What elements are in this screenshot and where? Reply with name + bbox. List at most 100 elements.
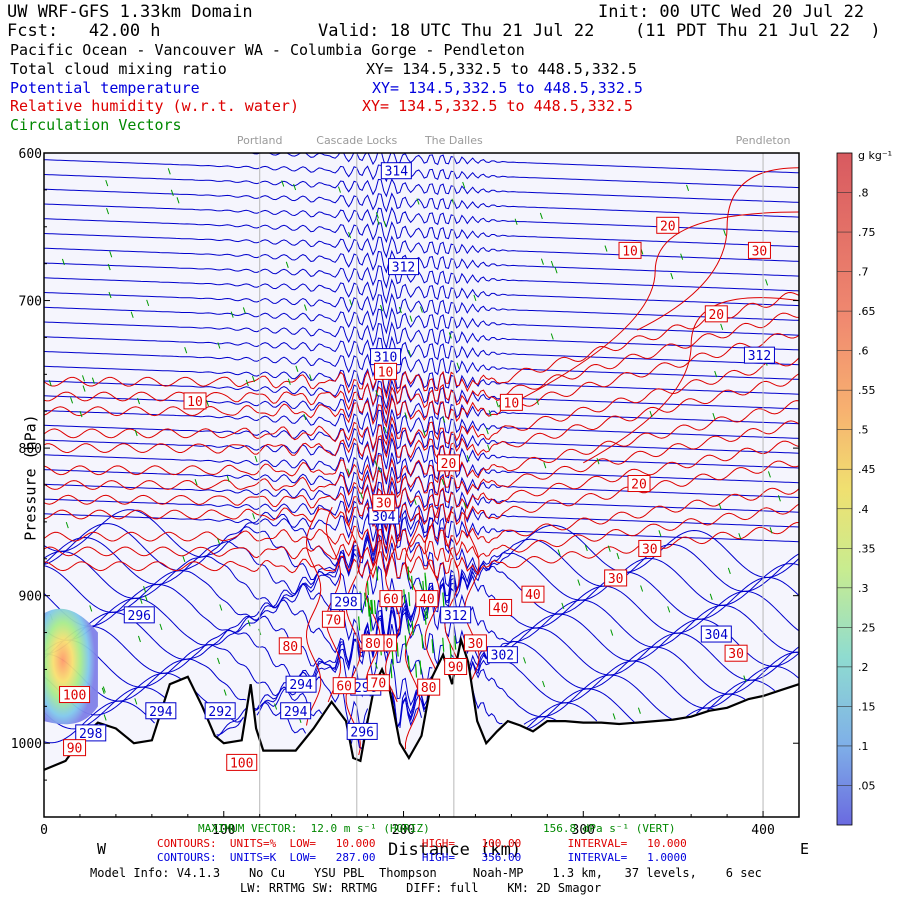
theta-contour-line [44, 409, 799, 439]
rh-contour-line [44, 312, 799, 416]
vector-arrow [577, 579, 581, 586]
rh-contour-line [44, 420, 799, 502]
vector-arrow [738, 533, 742, 540]
contour-label-box [499, 393, 523, 411]
vector-arrow [769, 527, 773, 534]
location-label: Cascade Locks [316, 134, 397, 147]
vector-arrow [370, 600, 373, 615]
max-vector: MAXIMUM VECTOR: 12.0 m s⁻¹ (HORIZ) [198, 822, 430, 835]
contour-label: 296 [128, 609, 151, 624]
contour-label-box [704, 305, 728, 323]
vector-arrow [561, 602, 565, 610]
valid-time: Valid: 18 UTC Thu 21 Jul 22 [318, 21, 595, 41]
field-theta-xy: XY= 134.5,332.5 to 448.5,332.5 [372, 79, 643, 97]
contour-label: 80 [282, 640, 298, 655]
contour-label: 10 [187, 395, 203, 410]
contour-label-box [618, 241, 642, 259]
colorbar-tick-label: .7 [858, 266, 869, 279]
vector-arrow [543, 462, 547, 469]
contour-label: 296 [350, 725, 373, 740]
rh-contours-info: CONTOURS: UNITS=% LOW= 10.000 HIGH= 100.… [157, 837, 687, 850]
y-tick-label: 700 [19, 295, 42, 310]
theta-contour-line [44, 638, 799, 710]
contour-label: 90 [67, 742, 83, 757]
vector-arrow [404, 412, 408, 419]
vector-arrow [159, 623, 163, 631]
field-rh-xy: XY= 134.5,332.5 to 448.5,332.5 [362, 97, 633, 115]
circulation-vectors [48, 168, 781, 723]
contour-label-box [75, 724, 107, 742]
terrain-fill [44, 639, 799, 817]
vector-arrow [217, 342, 221, 349]
contour-label: 312 [392, 261, 415, 276]
contour-label-box [521, 585, 545, 603]
y-tick-label: 1000 [11, 737, 42, 752]
contour-label-box [627, 475, 651, 493]
vector-arrow [146, 299, 150, 307]
y-tick-label: 900 [19, 590, 42, 605]
vector-arrow [375, 390, 379, 397]
contour-label: 100 [63, 689, 86, 704]
contour-label: 10 [378, 365, 394, 380]
theta-contour-line [44, 233, 799, 262]
vector-arrow [109, 251, 113, 258]
vector-arrow [462, 181, 466, 189]
east-label: E [800, 840, 810, 858]
vector-arrow [610, 629, 614, 636]
vector-arrow [424, 572, 427, 587]
vector-arrow [667, 606, 671, 613]
vector-arrow [134, 429, 138, 437]
location-label: Pendleton [736, 134, 791, 147]
vector-arrow [442, 637, 445, 652]
theta-contour-line [44, 247, 799, 277]
contour-label: 30 [376, 497, 392, 512]
vector-arrow [205, 399, 209, 407]
vector-arrow [105, 179, 109, 187]
rh-contours [44, 167, 799, 756]
vector-arrow [454, 635, 457, 650]
theta-contour-line [44, 262, 799, 292]
vector-arrow [82, 375, 85, 382]
vector-arrow [139, 597, 143, 604]
vector-arrow [680, 253, 684, 260]
contour-label-box [145, 702, 177, 720]
contour-label: 70 [326, 613, 342, 628]
model-info: Model Info: V4.1.3 No Cu YSU PBL Thompso… [90, 866, 762, 880]
vector-arrow [65, 521, 69, 529]
vector-arrow [91, 377, 95, 384]
contour-label: 30 [752, 244, 768, 259]
vector-arrow [419, 306, 423, 313]
contour-label: 314 [385, 165, 409, 180]
vector-arrow [718, 503, 722, 510]
contour-label-box [321, 610, 345, 628]
vector-arrow [170, 189, 174, 196]
vector-arrow [390, 664, 393, 679]
rh-contour-line [44, 487, 799, 553]
vector-arrow [649, 410, 653, 418]
rh-contour-line [44, 522, 799, 580]
rh-contour-line [44, 373, 799, 464]
vector-arrow [422, 429, 426, 436]
vector-arrow [376, 566, 379, 581]
vector-arrow [144, 594, 148, 602]
contour-label: 298 [334, 596, 357, 611]
vector-arrow [466, 455, 470, 462]
colorbar-tick-label: .05 [858, 779, 876, 792]
rh-contour-line [44, 503, 799, 568]
contour-label: 294 [284, 705, 308, 720]
colorbar-tick-label: .4 [858, 503, 869, 516]
vector-arrow [637, 707, 641, 714]
contour-label: 304 [705, 628, 729, 643]
contour-label: 20 [441, 457, 457, 472]
region-title: Pacific Ocean - Vancouver WA - Columbia … [10, 41, 525, 59]
colorbar-tick-label: .75 [858, 226, 876, 239]
vector-arrow [442, 416, 446, 423]
theta-contour-line [44, 452, 799, 485]
colorbar-tick-label: .5 [858, 424, 869, 437]
theta-contour-line [44, 218, 799, 248]
vector-arrow [550, 260, 554, 268]
vector-arrow [143, 586, 147, 593]
vector-arrow [712, 412, 716, 420]
vector-arrow [765, 279, 769, 286]
vector-arrow [309, 374, 313, 381]
